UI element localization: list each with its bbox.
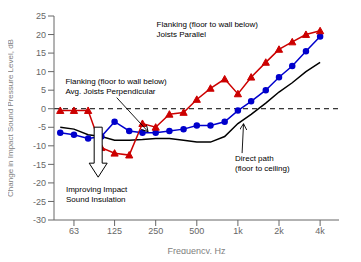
html-text:Improving Impact Sound Insulat: Improving Impact Sound Insulation <box>66 184 128 204</box>
svg-text:-10: -10 <box>33 141 46 151</box>
svg-text:25: 25 <box>36 11 46 21</box>
svg-text:15: 15 <box>36 48 46 58</box>
html-text:Direct path (floor to ceiling): Direct path (floor to ceiling) <box>235 153 290 173</box>
svg-text:10: 10 <box>36 67 46 77</box>
svg-text:Frequency, Hz: Frequency, Hz <box>168 246 226 254</box>
svg-text:250: 250 <box>148 226 163 236</box>
html-text:Flanking (floor to wall below): Flanking (floor to wall below) Joists Pa… <box>156 20 258 40</box>
svg-text:0: 0 <box>41 104 46 114</box>
svg-text:Change in Impact Sound Pressur: Change in Impact Sound Pressure Level, d… <box>8 39 15 197</box>
svg-text:5: 5 <box>41 85 46 95</box>
svg-text:-15: -15 <box>33 160 46 170</box>
svg-text:-20: -20 <box>33 178 46 188</box>
svg-text:-25: -25 <box>33 197 46 207</box>
svg-text:2k: 2k <box>274 226 284 236</box>
html-text:Flanking (floor to wall below): Flanking (floor to wall below) Avg. Jois… <box>65 77 167 97</box>
svg-text:-5: -5 <box>38 122 46 132</box>
svg-text:-30: -30 <box>33 215 46 225</box>
svg-text:1k: 1k <box>233 226 243 236</box>
svg-text:500: 500 <box>189 226 204 236</box>
svg-text:125: 125 <box>107 226 122 236</box>
svg-text:63: 63 <box>69 226 79 236</box>
svg-text:20: 20 <box>36 30 46 40</box>
svg-text:4k: 4k <box>315 226 325 236</box>
